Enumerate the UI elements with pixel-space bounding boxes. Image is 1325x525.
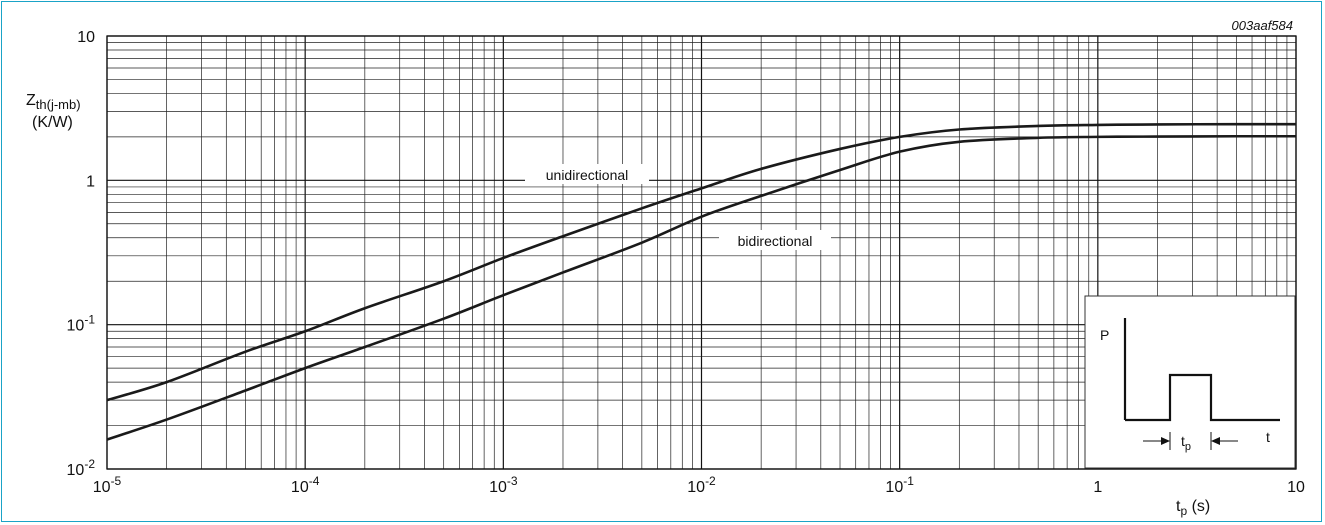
x-tick-label: 10 (1287, 479, 1305, 496)
x-axis-label-sub: p (1180, 504, 1187, 518)
y-tick-base: 10 (77, 29, 95, 46)
x-tick-base: 10 (1287, 479, 1305, 496)
x-tick-base: 10 (93, 479, 111, 496)
y-tick-exponent: -1 (84, 313, 95, 327)
y-axis-unit: (K/W) (32, 114, 73, 131)
y-tick-base: 10 (67, 462, 85, 479)
y-tick-label: 10 (77, 29, 95, 46)
series-label-background (719, 230, 831, 250)
inset-box (1084, 295, 1296, 469)
series-line-unidirectional (106, 122, 1297, 402)
x-tick-base: 10 (291, 479, 309, 496)
x-tick-label: 10-1 (885, 474, 914, 496)
inset-pulse-label-sub: p (1185, 441, 1191, 453)
inset-x-label: t (1266, 429, 1270, 445)
pulse-inset: P tp t (1084, 295, 1296, 469)
inset-y-label: P (1100, 327, 1109, 343)
y-tick-exponent: -2 (84, 457, 95, 471)
x-tick-exponent: -4 (309, 474, 320, 488)
x-tick-base: 10 (885, 479, 903, 496)
curves (106, 122, 1297, 441)
x-tick-exponent: -3 (507, 474, 518, 488)
y-tick-base: 10 (67, 318, 85, 335)
x-tick-label: 10-3 (489, 474, 518, 496)
y-axis-label-sub: th(j-mb) (36, 97, 81, 112)
y-tick-label: 10-2 (67, 457, 96, 479)
x-tick-label: 10-5 (93, 474, 122, 496)
y-axis-label-main: Z (26, 92, 36, 109)
x-axis-label-unit: (s) (1187, 498, 1210, 515)
plot-area-border (106, 35, 1297, 470)
x-tick-base: 10 (489, 479, 507, 496)
inset-pulse-label-main: t (1181, 433, 1185, 449)
inset-left-arrow-head (1161, 437, 1170, 445)
x-tick-base: 10 (687, 479, 705, 496)
y-tick-label: 1 (86, 173, 95, 190)
series-line-bidirectional (106, 134, 1297, 441)
x-tick-label: 10-2 (687, 474, 716, 496)
series-label-unidirectional: unidirectional (546, 167, 629, 183)
y-tick-label: 10-1 (67, 313, 96, 335)
x-tick-label: 1 (1093, 479, 1102, 496)
grid (106, 35, 1297, 470)
x-tick-base: 1 (1093, 479, 1102, 496)
inset-right-arrow-head (1211, 437, 1220, 445)
series-label-bidirectional: bidirectional (738, 233, 813, 249)
x-axis-label: tp (s) (1176, 498, 1210, 518)
inset-pulse-label: tp (1181, 433, 1191, 453)
x-tick-exponent: -5 (111, 474, 122, 488)
series-label-background (525, 164, 649, 184)
figure-id: 003aaf584 (1232, 18, 1293, 33)
x-tick-label: 10-4 (291, 474, 320, 496)
x-tick-exponent: -1 (903, 474, 914, 488)
x-tick-exponent: -2 (705, 474, 716, 488)
x-axis-label-main: t (1176, 498, 1181, 515)
curve-labels: unidirectional bidirectional (525, 164, 831, 250)
inset-pulse (1125, 373, 1280, 422)
y-axis-label: Zth(j-mb) (26, 92, 81, 112)
y-tick-base: 1 (86, 173, 95, 190)
